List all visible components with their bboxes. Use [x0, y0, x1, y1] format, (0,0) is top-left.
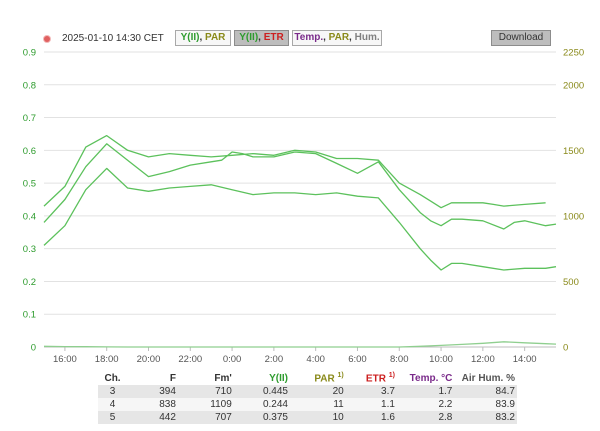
series-line-3 [43, 167, 557, 271]
yii-par-button[interactable]: Y(II), PAR [175, 30, 231, 46]
header-ch: Ch. [104, 373, 121, 384]
y-right-tick-label: 1500 [563, 146, 584, 157]
header-hum: Air Hum. % [461, 373, 515, 384]
yii-par-button-sep: , [199, 32, 206, 43]
cell-yii: 0.244 [233, 398, 290, 411]
channel-table: Ch. F Fm' Y(II) PAR 1) ETR 1) Temp. °C A… [98, 372, 517, 424]
header-fm: Fm' [214, 373, 232, 384]
cell-etr: 3.7 [345, 385, 397, 398]
y-left-tick-label: 0.5 [23, 179, 36, 190]
y-right-tick-label: 1000 [563, 211, 584, 222]
y-left-tick-label: 0.4 [23, 211, 36, 222]
cell-fm: 710 [177, 385, 234, 398]
yii-etr-button-sep: , [258, 32, 264, 43]
header-etr-label: ETR [365, 373, 386, 385]
cell-hum: 83.2 [454, 411, 517, 424]
header-par-footnote: 1) [337, 372, 344, 380]
y-left-tick-label: 0.9 [23, 48, 36, 59]
cell-fm: 707 [177, 411, 234, 424]
header-etr: ETR 1) [346, 372, 397, 385]
series-line-2 [43, 143, 557, 230]
header-par-label: PAR [314, 373, 335, 385]
x-tick-label: 22:00 [178, 354, 202, 365]
y-left-tick-label: 0.7 [23, 113, 36, 124]
header-f: F [169, 373, 176, 384]
cell-ch: 4 [98, 398, 128, 411]
cell-par: 10 [289, 411, 346, 424]
temp-par-hum-button-part3: Hum. [354, 32, 380, 43]
header-par: PAR 1) [290, 372, 346, 385]
x-tick-label: 6:00 [348, 354, 367, 365]
series-line-4 [43, 341, 557, 348]
table-row: 4 838 1109 0.244 11 1.1 2.2 83.9 [98, 398, 517, 411]
status-dot-icon [44, 36, 50, 42]
yii-par-button-part2: PAR [205, 32, 226, 43]
y-right-tick-label: 500 [563, 277, 579, 288]
x-tick-label: 4:00 [306, 354, 325, 365]
y-left-tick-label: 0.8 [23, 80, 36, 91]
chart-toolbar: 2025-01-10 14:30 CET Y(II), PAR Y(II), E… [0, 0, 600, 50]
cell-ch: 5 [98, 411, 128, 424]
x-tick-label: 12:00 [471, 354, 495, 365]
table-row: 5 442 707 0.375 10 1.6 2.8 83.2 [98, 411, 517, 424]
x-tick-label: 0:00 [223, 354, 242, 365]
x-tick-label: 16:00 [53, 354, 77, 365]
cell-temp: 2.8 [396, 411, 455, 424]
yii-par-button-part1: Y(II) [180, 32, 200, 43]
cell-ch: 3 [98, 385, 128, 398]
line-chart: 0 0.1 0.2 0.3 0.4 0.5 0.6 0.7 0.8 0.9 0 500 1000 1500… [23, 48, 584, 366]
cell-par: 11 [289, 398, 346, 411]
x-tick-label: 18:00 [95, 354, 119, 365]
cell-fm: 1109 [177, 398, 234, 411]
temp-par-hum-button-part1: Temp. [294, 32, 324, 43]
table-row: 3 394 710 0.445 20 3.7 1.7 84.7 [98, 385, 517, 398]
timestamp-label: 2025-01-10 14:30 CET [62, 33, 164, 44]
cell-f: 442 [127, 411, 178, 424]
header-etr-footnote: 1) [388, 372, 395, 380]
header-temp: Temp. °C [409, 373, 453, 384]
table-header-row: Ch. F Fm' Y(II) PAR 1) ETR 1) Temp. °C A… [98, 372, 517, 385]
y-right-tick-label: 2000 [563, 80, 584, 91]
temp-par-hum-button-sep2: , [349, 32, 355, 43]
cell-par: 20 [289, 385, 346, 398]
header-yii-label: Y(II) [269, 373, 288, 384]
cell-hum: 83.9 [454, 398, 517, 411]
cell-etr: 1.1 [345, 398, 397, 411]
cell-temp: 1.7 [396, 385, 455, 398]
cell-temp: 2.2 [396, 398, 455, 411]
cell-yii: 0.375 [233, 411, 290, 424]
y-left-tick-label: 0.1 [23, 310, 36, 321]
x-tick-label: 8:00 [390, 354, 409, 365]
yii-etr-button[interactable]: Y(II), ETR [234, 30, 289, 46]
cell-yii: 0.445 [233, 385, 290, 398]
yii-etr-button-part2: ETR [263, 32, 284, 43]
cell-hum: 84.7 [454, 385, 517, 398]
temp-par-hum-button[interactable]: Temp., PAR, Hum. [292, 30, 382, 46]
y-right-tick-label: 0 [563, 343, 568, 354]
y-left-tick-label: 0 [31, 343, 36, 354]
y-left-tick-label: 0.6 [23, 146, 36, 157]
cell-f: 394 [127, 385, 178, 398]
x-tick-label: 14:00 [513, 354, 537, 365]
x-tick-label: 2:00 [265, 354, 284, 365]
cell-f: 838 [127, 398, 178, 411]
series-line-1 [43, 134, 546, 209]
y-left-tick-label: 0.3 [23, 244, 36, 255]
temp-par-hum-button-part2: PAR [328, 32, 350, 43]
temp-par-hum-button-sep1: , [323, 32, 329, 43]
yii-etr-button-part1: Y(II) [239, 32, 259, 43]
cell-etr: 1.6 [345, 411, 397, 424]
header-yii: Y(II) [234, 372, 290, 385]
download-button[interactable]: Download [491, 30, 551, 46]
y-right-tick-label: 2250 [563, 48, 584, 59]
y-left-tick-label: 0.2 [23, 277, 36, 288]
x-tick-label: 20:00 [137, 354, 161, 365]
x-tick-label: 10:00 [429, 354, 453, 365]
